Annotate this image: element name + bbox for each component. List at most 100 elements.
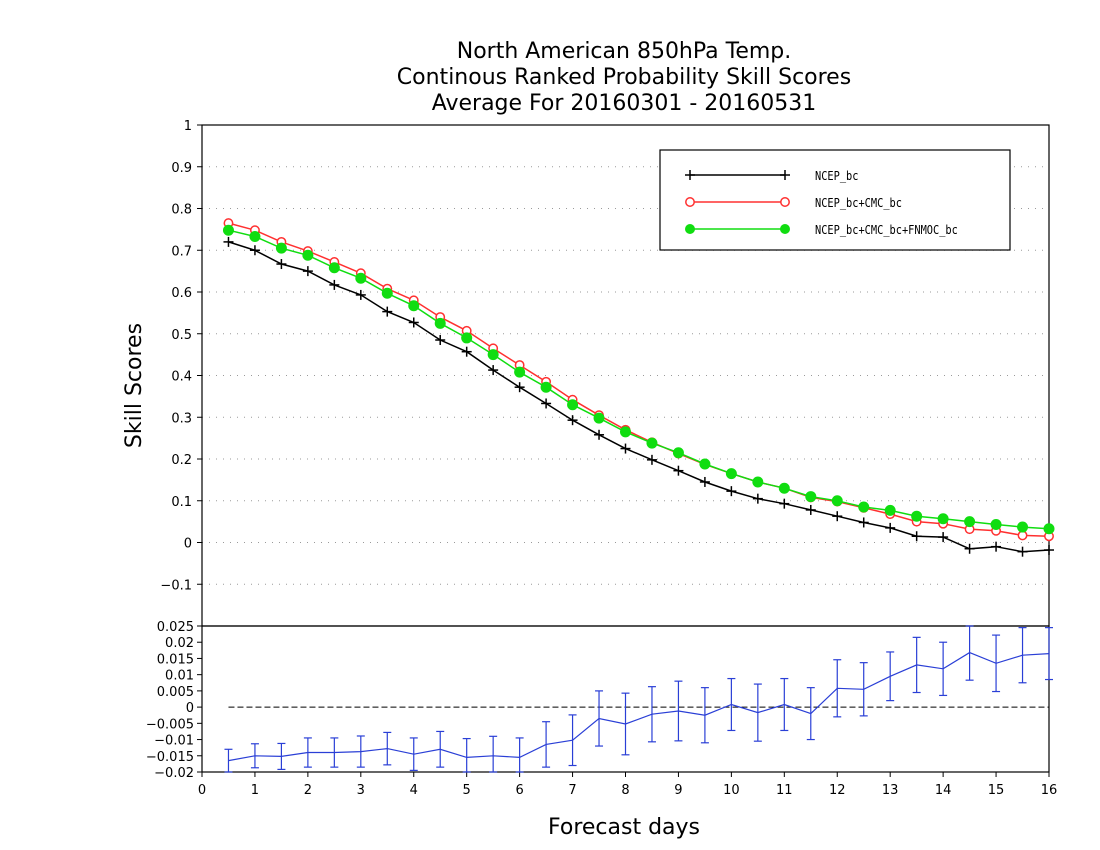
error-bar	[780, 677, 789, 732]
data-point-filled-circle	[222, 224, 234, 236]
y-tick-label: 0.2	[171, 453, 192, 468]
data-point-filled-circle	[620, 426, 631, 438]
x-tick-label: 1	[251, 783, 259, 798]
y-tick-label: −0.1	[160, 578, 192, 593]
bottom-panel: 0.0250.020.0150.010.0050−0.005−0.01−0.01…	[146, 620, 1057, 840]
error-bar	[250, 743, 259, 769]
error-bar	[939, 641, 948, 697]
data-point-plus	[673, 465, 684, 476]
x-tick-label: 11	[776, 783, 793, 798]
data-point-filled-circle	[567, 399, 579, 411]
legend-marker	[685, 197, 695, 207]
data-point-filled-circle	[434, 317, 446, 329]
y-tick-label: 0.015	[157, 652, 194, 667]
chart-title: North American 850hPa Temp.Continous Ran…	[397, 39, 851, 116]
error-bar	[912, 636, 921, 694]
data-point-plus	[938, 532, 949, 543]
data-point-plus	[594, 429, 605, 440]
data-point-filled-circle	[487, 349, 499, 361]
error-bar	[1045, 627, 1053, 681]
data-point-plus	[964, 543, 975, 554]
data-point-filled-circle	[937, 513, 949, 525]
data-point-plus	[329, 279, 340, 290]
error-bar	[383, 731, 392, 766]
y-tick-label: 0.6	[171, 286, 192, 301]
data-point-plus	[435, 335, 446, 346]
data-point-plus	[408, 317, 419, 328]
data-point-plus	[991, 541, 1002, 552]
data-point-plus	[355, 289, 366, 300]
difference-line	[228, 651, 1050, 762]
error-bar	[356, 735, 365, 768]
error-bar	[621, 692, 630, 756]
data-point-filled-circle	[275, 242, 287, 254]
data-point-plus	[223, 236, 234, 247]
legend-marker	[780, 197, 790, 207]
error-bar	[886, 651, 895, 702]
data-point-filled-circle	[831, 495, 843, 507]
data-point-filled-circle	[328, 262, 340, 274]
data-point-filled-circle	[1043, 523, 1055, 535]
y-tick-label: 0.5	[171, 328, 192, 343]
error-bar	[674, 680, 683, 742]
series-line-2	[228, 222, 1050, 537]
y-tick-label: 0.02	[165, 636, 194, 651]
error-bar	[647, 686, 656, 743]
data-point-filled-circle	[805, 491, 817, 503]
data-point-plus	[646, 454, 657, 465]
series-line-3	[228, 229, 1050, 530]
x-tick-label: 6	[515, 783, 523, 798]
y-tick-label: 0.7	[171, 244, 192, 259]
data-point-plus	[752, 493, 763, 504]
data-point-filled-circle	[990, 519, 1002, 531]
data-point-filled-circle	[540, 381, 552, 393]
y-tick-label: 0.9	[171, 161, 192, 176]
data-point-filled-circle	[911, 510, 923, 522]
x-tick-label: 5	[463, 783, 471, 798]
data-point-plus	[1044, 545, 1054, 556]
error-bar	[436, 730, 445, 768]
x-tick-label: 16	[1041, 783, 1058, 798]
data-point-plus	[911, 531, 922, 542]
legend-label: NCEP_bc+CMC_bc	[815, 196, 902, 210]
error-bar	[806, 687, 815, 741]
data-point-filled-circle	[858, 501, 870, 513]
y-axis-label: Skill Scores	[122, 323, 147, 448]
error-bar	[277, 742, 286, 771]
y-tick-label: −0.015	[146, 750, 194, 765]
data-point-plus	[488, 365, 499, 376]
error-bar	[1018, 627, 1027, 684]
x-axis-label: Forecast days	[548, 815, 700, 840]
error-bar	[515, 737, 524, 773]
data-point-filled-circle	[646, 437, 658, 449]
series-line-1	[228, 241, 1050, 553]
error-bar	[727, 677, 736, 732]
error-bar	[303, 737, 312, 768]
data-point-plus	[779, 498, 790, 509]
data-point-plus	[699, 476, 710, 487]
data-point-plus	[461, 346, 472, 357]
title-line: North American 850hPa Temp.	[457, 39, 792, 64]
x-tick-label: 3	[357, 783, 365, 798]
data-point-plus	[382, 306, 393, 317]
data-point-filled-circle	[593, 412, 605, 424]
x-tick-label: 2	[304, 783, 312, 798]
legend-marker	[685, 224, 695, 234]
data-point-plus	[1017, 546, 1028, 557]
error-bar	[859, 662, 868, 717]
legend-label: NCEP_bc+CMC_bc+FNMOC_bc	[815, 223, 958, 237]
data-point-filled-circle	[699, 458, 711, 470]
error-bar	[409, 737, 418, 771]
error-bar	[224, 748, 233, 773]
data-point-plus	[302, 266, 313, 277]
y-tick-label: 1	[184, 119, 192, 134]
x-tick-label: 14	[935, 783, 952, 798]
y-tick-label: −0.005	[146, 717, 194, 732]
x-tick-label: 0	[198, 783, 206, 798]
x-tick-label: 13	[882, 783, 899, 798]
error-bar	[753, 683, 762, 742]
y-tick-label: 0.8	[171, 203, 192, 218]
x-tick-label: 9	[674, 783, 682, 798]
data-point-filled-circle	[884, 504, 896, 516]
